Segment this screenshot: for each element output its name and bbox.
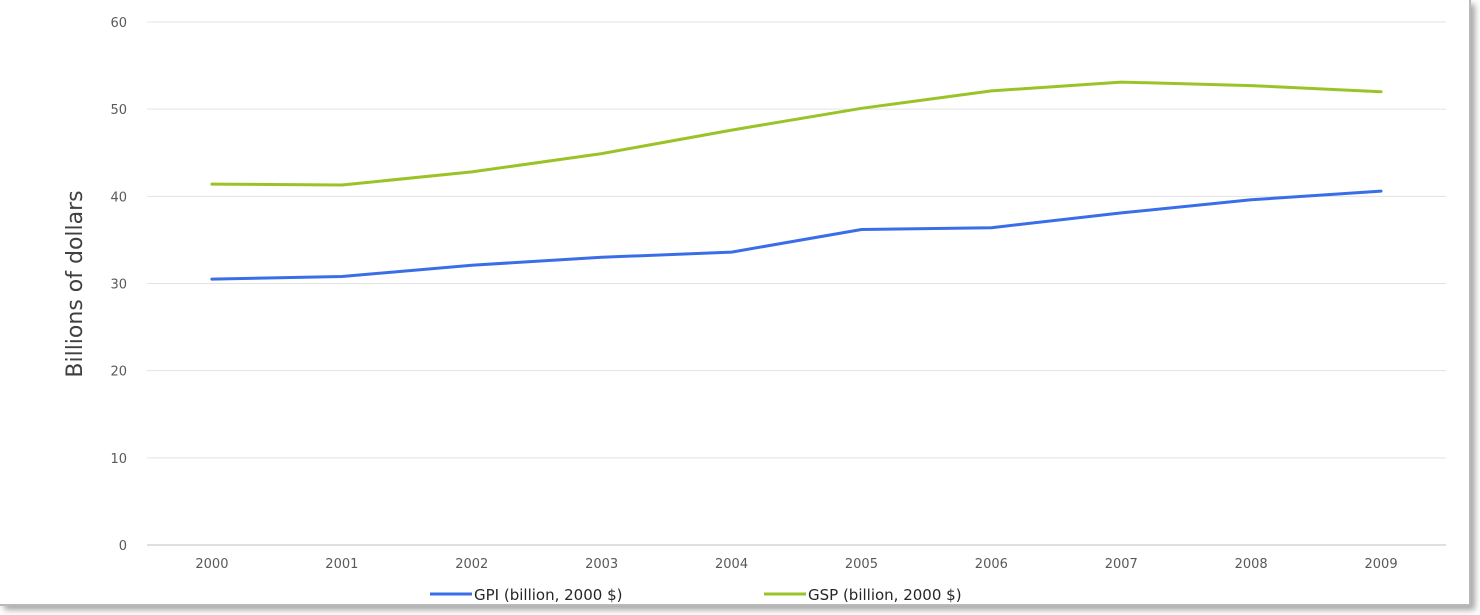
y-tick-label: 50	[110, 103, 127, 118]
y-axis-ticks: 0 10 20 30 40 50 60	[110, 16, 127, 554]
x-axis-ticks: 2000 2001 2002 2003 2004 2005 2006 2007 2008 2009	[195, 557, 1397, 572]
y-tick-label: 0	[119, 539, 127, 554]
y-axis-title: Billions of dollars	[63, 190, 88, 377]
y-tick-label: 60	[110, 16, 127, 31]
y-tick-label: 10	[110, 452, 127, 467]
x-tick-label: 2008	[1235, 557, 1268, 572]
x-tick-label: 2002	[455, 557, 488, 572]
y-tick-label: 30	[110, 278, 127, 293]
x-tick-label: 2007	[1105, 557, 1138, 572]
x-tick-label: 2005	[845, 557, 878, 572]
series-line	[210, 80, 1383, 187]
series-lines	[210, 80, 1383, 281]
x-tick-label: 2009	[1365, 557, 1398, 572]
series-line	[210, 189, 1383, 281]
y-tick-label: 40	[110, 190, 127, 205]
legend-label: GSP (billion, 2000 $)	[808, 586, 962, 604]
x-tick-label: 2000	[195, 557, 228, 572]
x-tick-label: 2006	[975, 557, 1008, 572]
chart-frame	[0, 0, 1471, 606]
y-tick-label: 20	[110, 365, 127, 380]
legend: GPI (billion, 2000 $) GSP (billion, 2000 …	[430, 586, 962, 604]
gridlines	[147, 21, 1446, 546]
x-tick-label: 2003	[585, 557, 618, 572]
x-tick-label: 2004	[715, 557, 748, 572]
legend-label: GPI (billion, 2000 $)	[474, 586, 622, 604]
x-tick-label: 2001	[325, 557, 358, 572]
